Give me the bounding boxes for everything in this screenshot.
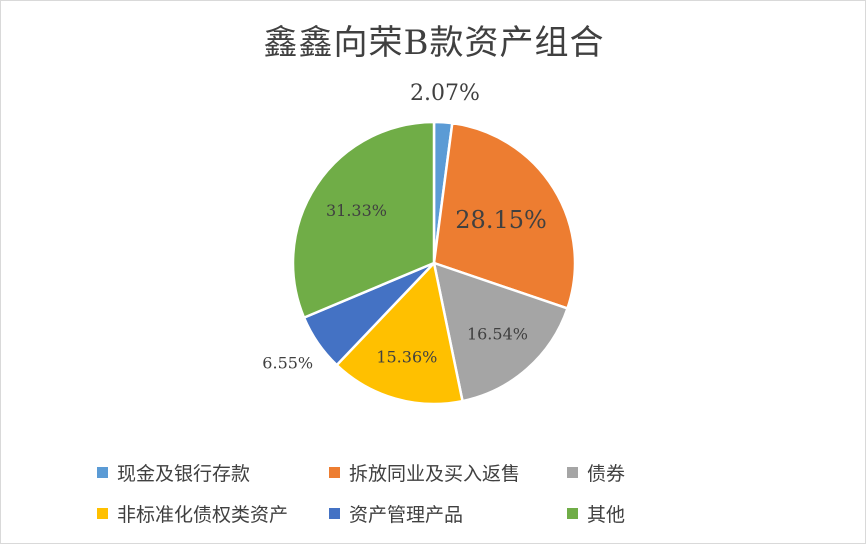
legend-label-other: 其他	[587, 504, 626, 526]
legend-item-asset-mgmt[interactable]: 资产管理产品	[329, 500, 567, 527]
pie-slice-nonstandard[interactable]	[334, 260, 464, 406]
pie-slice-interbank[interactable]	[432, 121, 577, 311]
legend-label-cash: 现金及银行存款	[117, 463, 251, 485]
legend-label-asset-mgmt: 资产管理产品	[349, 504, 464, 526]
legend-swatch-bonds	[567, 467, 578, 478]
legend-swatch-cash	[97, 467, 108, 478]
legend-item-interbank[interactable]: 拆放同业及买入返售	[329, 459, 567, 486]
pie-slice-other[interactable]	[291, 120, 436, 320]
data-label-interbank: 28.15%	[455, 206, 547, 234]
legend: 现金及银行存款 拆放同业及买入返售 债券 非标准化债权类资产 资产管理产品 其他	[97, 459, 797, 527]
data-label-asset-mgmt: 6.55%	[262, 353, 313, 372]
legend-swatch-interbank	[329, 467, 340, 478]
legend-swatch-asset-mgmt	[329, 508, 340, 519]
data-label-nonstandard: 15.36%	[376, 347, 437, 366]
legend-label-interbank: 拆放同业及买入返售	[349, 463, 521, 485]
legend-swatch-nonstandard	[97, 508, 108, 519]
legend-label-nonstandard: 非标准化债权类资产	[117, 504, 289, 526]
legend-swatch-other	[567, 508, 578, 519]
legend-item-cash[interactable]: 现金及银行存款	[97, 459, 329, 486]
legend-item-nonstandard[interactable]: 非标准化债权类资产	[97, 500, 329, 527]
data-label-other: 31.33%	[326, 201, 387, 220]
legend-item-other[interactable]: 其他	[567, 500, 767, 527]
legend-item-bonds[interactable]: 债券	[567, 459, 767, 486]
data-label-cash: 2.07%	[410, 81, 480, 106]
legend-label-bonds: 债券	[587, 463, 626, 485]
data-label-bonds: 16.54%	[467, 324, 528, 343]
pie-slice-bonds[interactable]	[432, 261, 570, 403]
chart-title: 鑫鑫向荣B款资产组合	[263, 23, 605, 63]
